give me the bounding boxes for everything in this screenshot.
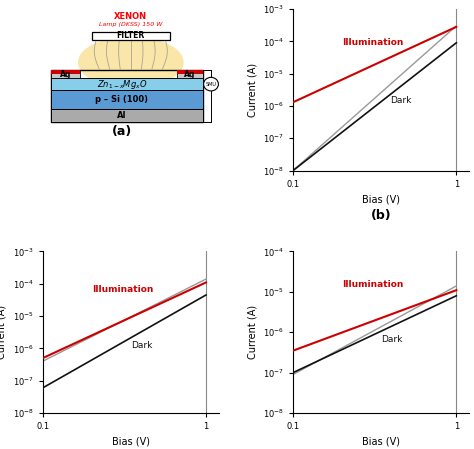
FancyBboxPatch shape [52,79,203,90]
FancyBboxPatch shape [52,70,80,74]
X-axis label: Bias (V): Bias (V) [112,437,150,447]
Text: $Zn_{1-x}Mg_xO$: $Zn_{1-x}Mg_xO$ [97,78,147,91]
X-axis label: Bias (V): Bias (V) [362,194,400,204]
Text: Dark: Dark [131,341,152,350]
Text: FILTER: FILTER [117,31,145,40]
FancyBboxPatch shape [92,31,170,40]
Text: XENON: XENON [114,12,147,21]
Text: Dark: Dark [381,335,402,344]
Text: Illumination: Illumination [342,280,404,289]
Text: p – Si (100): p – Si (100) [95,95,148,104]
Text: (b): (b) [371,209,392,222]
Text: Dark: Dark [390,96,411,105]
Text: Al: Al [117,111,127,120]
Text: SMU: SMU [206,82,217,87]
Y-axis label: Current (A): Current (A) [247,305,257,359]
Text: Ag: Ag [60,70,71,79]
FancyBboxPatch shape [52,70,80,79]
Y-axis label: Current (A): Current (A) [247,63,257,117]
X-axis label: Bias (V): Bias (V) [362,437,400,447]
FancyBboxPatch shape [52,90,203,109]
FancyBboxPatch shape [177,70,203,74]
FancyBboxPatch shape [177,70,203,79]
Text: Illumination: Illumination [92,285,154,294]
Text: (a): (a) [112,125,132,138]
Text: Lamp (DKSS) 150 W: Lamp (DKSS) 150 W [99,22,163,27]
Text: Illumination: Illumination [342,38,404,47]
Circle shape [204,77,219,91]
Ellipse shape [78,36,184,88]
Text: Ag: Ag [184,70,196,79]
Y-axis label: Current (A): Current (A) [0,305,7,359]
FancyBboxPatch shape [52,109,203,122]
